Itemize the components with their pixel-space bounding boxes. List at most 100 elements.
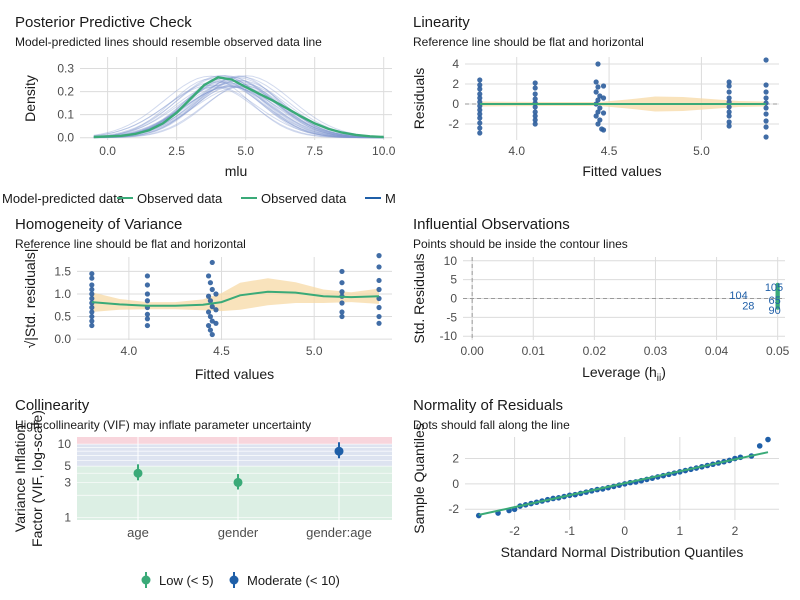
residual-point: [532, 91, 538, 97]
residual-point: [205, 293, 212, 299]
residual-point: [89, 309, 95, 315]
observed-density-line: [93, 76, 384, 139]
residual-point: [532, 104, 538, 110]
residual-point: [763, 118, 769, 124]
legend-label: Observed data: [137, 191, 223, 206]
residual-point: [593, 113, 599, 119]
y-tick-label: -10: [440, 329, 458, 343]
residual-point: [726, 113, 732, 119]
residual-point: [726, 79, 732, 85]
residual-point: [595, 84, 601, 90]
predicted-density-line: [93, 83, 384, 139]
legend-label: Observed data: [261, 191, 347, 206]
y-tick-label: -5: [446, 310, 457, 324]
residual-point: [595, 61, 601, 67]
legend-swatch-point: [141, 575, 151, 585]
residual-point: [597, 117, 603, 123]
y-tick-label: 0.0: [57, 131, 74, 145]
y-tick-label: 4: [452, 57, 459, 71]
panel-title: Normality of Residuals: [413, 397, 563, 414]
y-axis-title: Sample Quantiles: [411, 423, 427, 534]
residual-point: [213, 307, 219, 313]
residual-point: [597, 105, 603, 111]
residual-point: [207, 298, 214, 304]
residual-point: [532, 117, 538, 123]
x-tick-label: 0.0: [99, 144, 116, 158]
residual-point: [89, 304, 95, 311]
qq-point: [765, 436, 771, 443]
residual-point: [207, 280, 214, 286]
residual-point: [144, 273, 151, 279]
homogeneity-panel: Homogeneity of Variance Reference line sh…: [15, 216, 392, 382]
panel-subtitle: Model-predicted lines should resemble ob…: [15, 35, 322, 49]
residual-point: [376, 286, 382, 293]
x-tick-label: 0: [621, 524, 628, 538]
collinearity-panel: Collinearity High collinearity (VIF) may …: [12, 397, 392, 588]
predicted-density-line: [93, 86, 384, 139]
predicted-density-line: [93, 78, 384, 139]
predicted-density-line: [93, 85, 384, 138]
x-axis-title-end: ): [661, 364, 666, 380]
residual-point: [144, 298, 151, 304]
residual-point: [726, 123, 732, 129]
predicted-density-line: [93, 86, 384, 138]
panel-subtitle: Points should be inside the contour line…: [413, 237, 628, 251]
qq-reference-line: [478, 451, 769, 516]
ppc-legend: Model-predicted data Observed data Observe…: [2, 191, 396, 206]
residual-point: [477, 86, 483, 92]
residual-point: [600, 110, 607, 116]
observation-label: 65: [768, 295, 780, 307]
residual-point: [89, 295, 95, 302]
residual-point: [207, 313, 214, 320]
residual-point: [89, 275, 95, 281]
residual-point: [595, 121, 601, 127]
residual-point: [477, 130, 483, 136]
x-tick-label: -1: [564, 524, 575, 538]
residual-point: [763, 82, 769, 88]
y-tick-label: 2: [452, 77, 459, 91]
residual-point: [89, 282, 95, 288]
panel-subtitle: Reference line should be flat and horizo…: [413, 35, 644, 49]
panel-title: Influential Observations: [413, 216, 570, 233]
residual-point: [339, 268, 345, 275]
x-axis-title: mlu: [225, 163, 248, 179]
y-tick-label: 5: [450, 273, 457, 287]
legend-label: Model-predicted data: [2, 191, 125, 206]
residual-point: [763, 134, 769, 140]
x-tick-label: 0.04: [705, 344, 729, 358]
residual-point: [726, 83, 732, 89]
x-tick-label: gender: [218, 525, 259, 540]
residual-point: [339, 313, 345, 320]
y-tick-label: 1: [64, 510, 71, 524]
confidence-band: [91, 278, 380, 312]
y-tick-label: 0: [450, 292, 457, 306]
legend-label: Low (< 5): [159, 573, 214, 588]
residual-point: [726, 119, 732, 125]
ppc-panel: Posterior Predictive Check Model-predicte…: [2, 14, 396, 206]
collinearity-legend: Low (< 5) Moderate (< 10): [141, 572, 340, 588]
predicted-density-line: [93, 84, 384, 139]
panel-title: Posterior Predictive Check: [15, 14, 192, 31]
residual-point: [532, 109, 538, 115]
observation-point: [775, 305, 780, 310]
qq-point: [756, 443, 763, 449]
residual-point: [763, 124, 769, 130]
residual-point: [477, 82, 483, 88]
predicted-density-line: [93, 80, 384, 139]
x-tick-label: 7.5: [306, 144, 323, 158]
residual-point: [477, 111, 483, 117]
residual-point: [477, 125, 483, 131]
residual-point: [376, 320, 382, 326]
observation-label: 28: [742, 301, 754, 313]
legend-label: M: [385, 191, 396, 206]
x-tick-label: 0.03: [644, 344, 668, 358]
x-axis-title: Fitted values: [582, 163, 661, 179]
residual-point: [339, 300, 345, 306]
residual-point: [144, 291, 151, 297]
predicted-density-line: [93, 79, 384, 139]
residual-point: [726, 109, 732, 115]
residual-point: [532, 113, 538, 119]
vif-zone: [77, 437, 392, 445]
y-tick-label: 10: [58, 437, 72, 451]
residual-point: [763, 95, 769, 101]
